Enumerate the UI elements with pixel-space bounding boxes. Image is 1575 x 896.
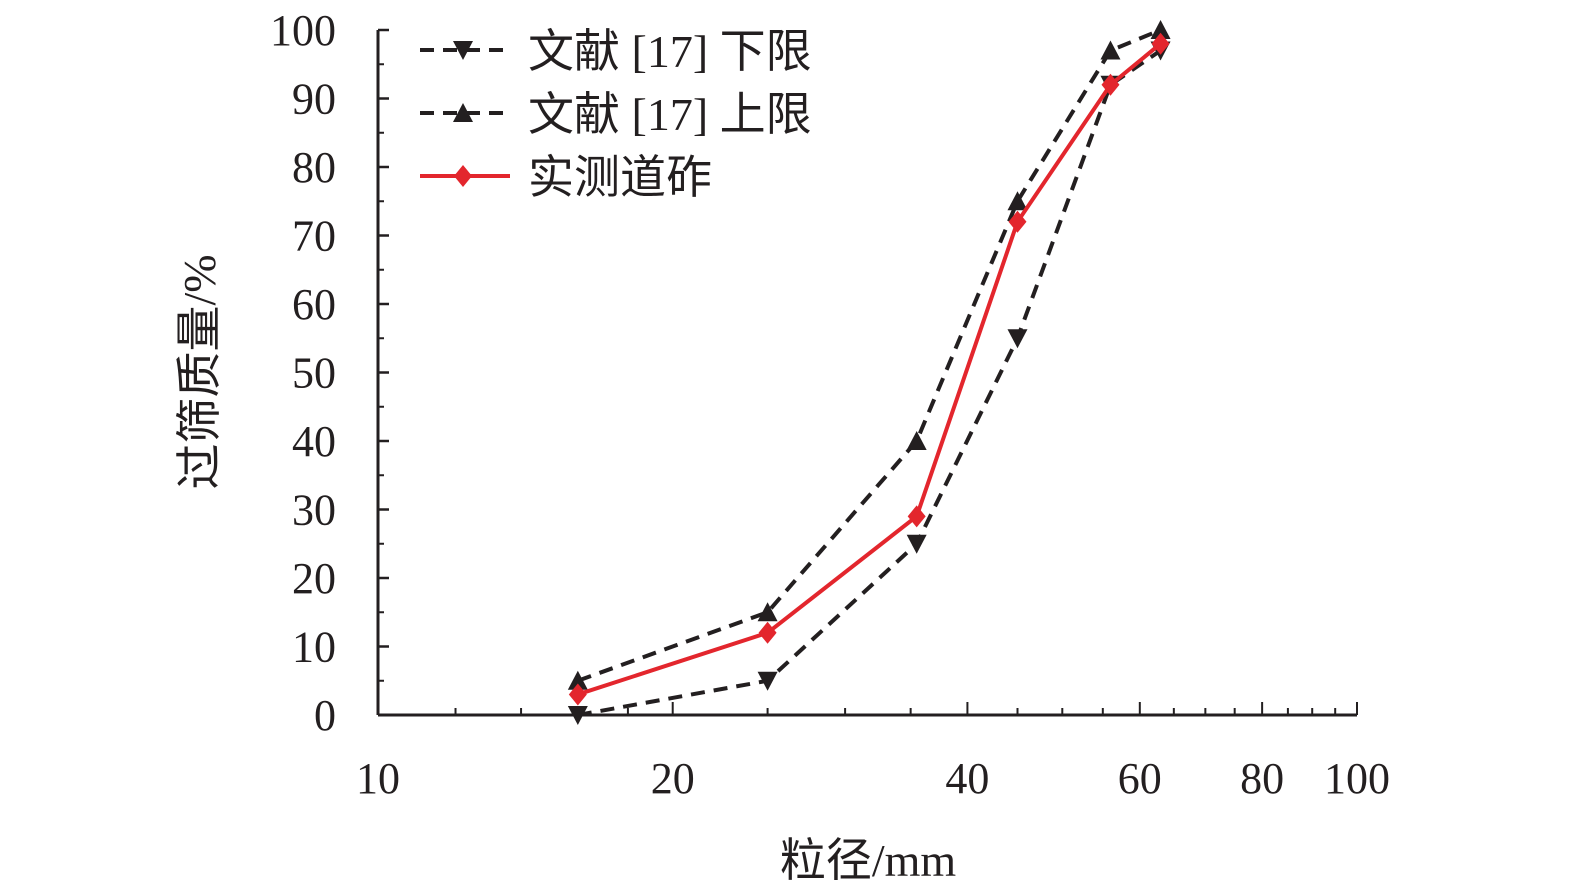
- triangle-down-marker: [1007, 329, 1028, 349]
- y-tick-label: 10: [292, 623, 336, 672]
- diamond-marker: [1101, 73, 1120, 96]
- legend-label: 文献 [17] 上限: [528, 89, 812, 140]
- diamond-marker: [1008, 210, 1027, 233]
- x-tick-label: 20: [651, 754, 695, 803]
- x-tick-label: 100: [1324, 754, 1390, 803]
- triangle-up-marker: [1007, 191, 1028, 211]
- series-0: [567, 41, 1171, 725]
- triangle-up-marker: [906, 431, 927, 450]
- y-tick-label: 0: [314, 691, 336, 740]
- triangle-up-marker: [1100, 40, 1121, 60]
- series-1: [567, 20, 1171, 690]
- triangle-up-marker: [757, 602, 778, 622]
- triangle-up-marker: [567, 670, 588, 690]
- x-tick-label: 10: [356, 754, 400, 803]
- x-tick-label: 80: [1240, 754, 1284, 803]
- y-tick-label: 90: [292, 75, 336, 124]
- legend-item: 文献 [17] 下限: [420, 26, 812, 77]
- x-axis-label: 粒径/mm: [780, 835, 957, 886]
- y-axis-label: 过筛质量/%: [174, 254, 225, 489]
- y-tick-label: 50: [292, 349, 336, 398]
- legend-label: 实测道砟: [528, 152, 712, 203]
- x-tick-label: 40: [945, 754, 989, 803]
- triangle-up-marker: [1150, 20, 1171, 39]
- series-line: [577, 42, 1162, 697]
- triangle-down-marker: [453, 41, 473, 60]
- y-tick-label: 40: [292, 417, 336, 466]
- diamond-marker: [1151, 32, 1170, 55]
- y-tick-label: 30: [292, 486, 336, 535]
- triangle-down-marker: [906, 534, 927, 554]
- series-line: [577, 48, 1162, 717]
- triangle-up-marker: [453, 103, 473, 122]
- y-tick-label: 100: [270, 6, 336, 55]
- y-tick-label: 80: [292, 143, 336, 192]
- diamond-marker: [568, 683, 587, 706]
- triangle-down-marker: [757, 671, 778, 691]
- legend-label: 文献 [17] 下限: [528, 26, 812, 77]
- diamond-marker: [758, 621, 777, 644]
- triangle-down-marker: [567, 706, 588, 725]
- x-tick-label: 60: [1118, 754, 1162, 803]
- axes: 0 10 20 30 40 50 60 70 80 90 100 10 20 40 60 80 100: [270, 6, 1390, 803]
- legend-item: 文献 [17] 上限: [420, 89, 812, 140]
- series-group: [567, 20, 1171, 725]
- y-tick-label: 60: [292, 280, 336, 329]
- diamond-marker: [907, 505, 926, 528]
- y-tick-label: 20: [292, 554, 336, 603]
- legend-item: 实测道砟: [420, 152, 712, 203]
- diamond-marker: [454, 165, 472, 187]
- y-tick-label: 70: [292, 212, 336, 261]
- series-line: [577, 28, 1162, 683]
- series-2: [568, 32, 1170, 706]
